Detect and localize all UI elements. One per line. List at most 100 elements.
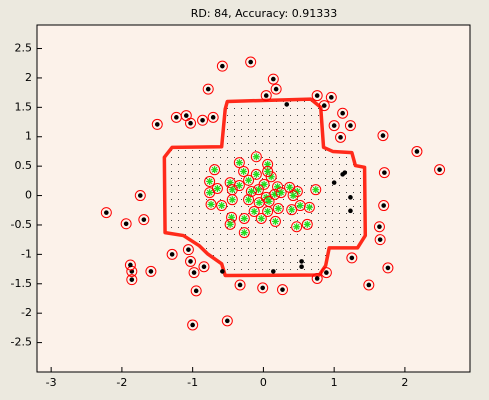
point-ring xyxy=(245,56,257,68)
point-dot xyxy=(200,117,205,123)
point-dot xyxy=(348,195,353,200)
point xyxy=(253,197,265,209)
point-star xyxy=(305,203,313,211)
point-star xyxy=(240,167,248,175)
point-ring xyxy=(270,83,282,95)
point-dot xyxy=(349,255,355,261)
point xyxy=(182,244,194,256)
point-star xyxy=(228,186,236,194)
point-star xyxy=(255,199,263,207)
point-ring xyxy=(272,181,284,193)
point xyxy=(224,218,236,230)
point-dot xyxy=(154,122,160,127)
point xyxy=(270,83,282,95)
point-ring xyxy=(325,91,337,103)
x-tick-label: 1 xyxy=(331,376,338,389)
point-ring xyxy=(209,164,221,176)
point-ring xyxy=(337,107,349,119)
point xyxy=(346,252,358,264)
point-star xyxy=(254,186,262,194)
point-dot xyxy=(273,86,279,92)
point-ring xyxy=(378,167,390,179)
point-ring xyxy=(185,255,197,267)
point-star xyxy=(247,187,255,195)
point-ring xyxy=(434,164,446,176)
point-star xyxy=(218,202,226,210)
point xyxy=(238,165,250,177)
point-star xyxy=(226,220,234,228)
point xyxy=(277,284,289,296)
point-star xyxy=(240,214,248,222)
point-dot xyxy=(129,277,135,282)
point-ring xyxy=(216,60,228,72)
point xyxy=(382,262,394,274)
point-star xyxy=(245,176,253,184)
point xyxy=(238,227,250,239)
point-dot xyxy=(366,282,372,288)
point xyxy=(233,157,245,169)
point xyxy=(269,215,281,227)
point xyxy=(348,195,353,200)
point-ring xyxy=(238,227,250,239)
point xyxy=(325,91,337,103)
point-ring xyxy=(204,175,216,187)
point xyxy=(378,200,390,212)
point xyxy=(337,107,349,119)
point xyxy=(185,117,197,129)
point-ring xyxy=(138,214,150,226)
point xyxy=(260,90,272,102)
point-ring xyxy=(248,205,260,217)
point-ring xyxy=(250,151,262,163)
point-dot xyxy=(201,264,207,270)
point-ring xyxy=(260,90,272,102)
point-ring xyxy=(374,234,386,246)
point-star xyxy=(207,200,215,208)
x-tick-label: -3 xyxy=(46,376,57,389)
point-dot xyxy=(205,86,211,92)
point xyxy=(299,264,304,270)
point-ring xyxy=(126,274,138,286)
point-dot xyxy=(437,167,442,172)
point-ring xyxy=(190,285,202,297)
point-dot xyxy=(186,247,191,252)
point xyxy=(257,282,269,294)
point-dot xyxy=(340,110,345,116)
point xyxy=(335,131,347,143)
point-ring xyxy=(267,73,279,85)
point-dot xyxy=(128,262,133,268)
point xyxy=(342,170,348,175)
point-star xyxy=(264,160,272,168)
point-ring xyxy=(257,282,269,294)
y-tick-label: 1 xyxy=(25,130,32,143)
x-tick-label: 0 xyxy=(260,376,267,389)
point-ring xyxy=(277,284,289,296)
point-dot xyxy=(191,270,197,275)
point-ring xyxy=(207,111,219,123)
point-ring xyxy=(335,131,347,143)
point-ring xyxy=(291,221,303,233)
point-star xyxy=(235,159,243,167)
point xyxy=(126,274,138,286)
point-ring xyxy=(311,90,323,102)
point-ring xyxy=(411,145,423,157)
point-dot xyxy=(188,259,193,264)
point xyxy=(310,184,322,196)
point-star xyxy=(264,207,272,215)
point xyxy=(271,269,276,274)
point xyxy=(320,267,332,279)
point-dot xyxy=(299,264,304,270)
point-dot xyxy=(220,269,225,274)
point xyxy=(291,185,303,197)
point xyxy=(238,212,250,224)
point xyxy=(262,165,274,177)
point-dot xyxy=(123,221,129,227)
point xyxy=(204,187,216,199)
point-ring xyxy=(120,218,132,230)
point xyxy=(311,272,323,284)
point xyxy=(284,102,290,107)
point xyxy=(207,111,219,123)
point-dot xyxy=(299,259,304,264)
point-star xyxy=(274,183,282,191)
y-tick-label: 0.5 xyxy=(15,159,33,172)
point-ring xyxy=(243,174,255,186)
